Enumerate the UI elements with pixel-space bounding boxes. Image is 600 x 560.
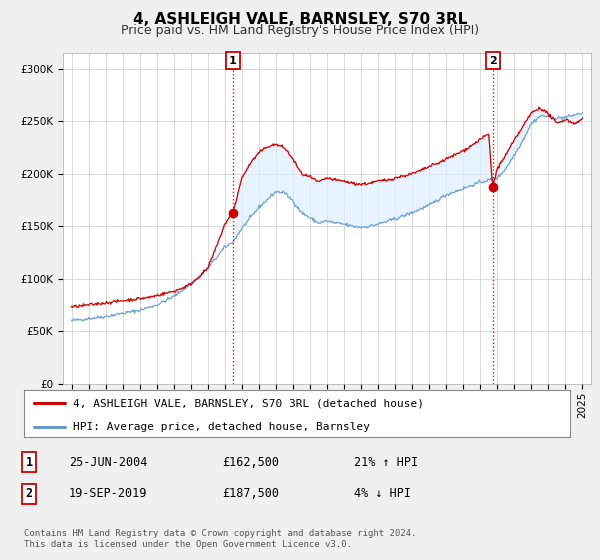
Text: 4, ASHLEIGH VALE, BARNSLEY, S70 3RL (detached house): 4, ASHLEIGH VALE, BARNSLEY, S70 3RL (det… xyxy=(73,398,424,408)
Text: 4, ASHLEIGH VALE, BARNSLEY, S70 3RL: 4, ASHLEIGH VALE, BARNSLEY, S70 3RL xyxy=(133,12,467,27)
Text: Contains HM Land Registry data © Crown copyright and database right 2024.
This d: Contains HM Land Registry data © Crown c… xyxy=(24,529,416,549)
Text: £187,500: £187,500 xyxy=(222,487,279,501)
Text: 25-JUN-2004: 25-JUN-2004 xyxy=(69,455,148,469)
Text: 1: 1 xyxy=(26,455,33,469)
Text: 4% ↓ HPI: 4% ↓ HPI xyxy=(354,487,411,501)
Text: Price paid vs. HM Land Registry's House Price Index (HPI): Price paid vs. HM Land Registry's House … xyxy=(121,24,479,36)
Text: £162,500: £162,500 xyxy=(222,455,279,469)
Text: 19-SEP-2019: 19-SEP-2019 xyxy=(69,487,148,501)
Text: 1: 1 xyxy=(229,55,237,66)
Text: 2: 2 xyxy=(26,487,33,501)
Text: 2: 2 xyxy=(488,55,496,66)
Text: 21% ↑ HPI: 21% ↑ HPI xyxy=(354,455,418,469)
Text: HPI: Average price, detached house, Barnsley: HPI: Average price, detached house, Barn… xyxy=(73,422,370,432)
